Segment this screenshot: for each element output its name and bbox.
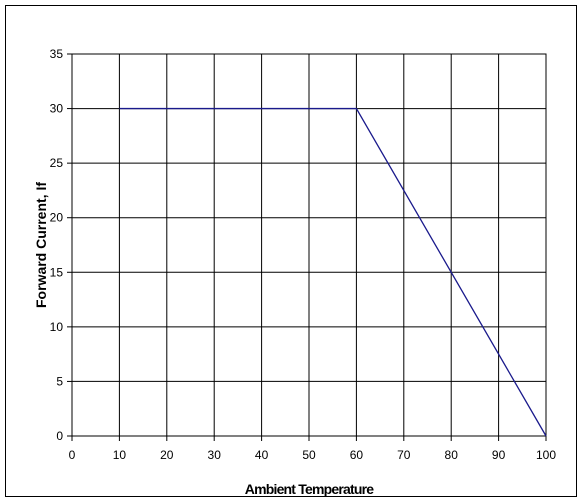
x-tick-label-10: 10 — [113, 448, 127, 462]
x-tick-label-0: 0 — [69, 448, 76, 462]
y-tick-label-20: 20 — [50, 211, 64, 225]
axis-ticks — [67, 53, 547, 441]
x-tick-label-80: 80 — [445, 448, 459, 462]
y-tick-label-30: 30 — [50, 102, 64, 116]
tick-labels: 0 10 20 30 40 50 60 70 80 90 100 0 5 10 15 20 25 30 35 — [50, 47, 557, 462]
y-tick-label-0: 0 — [56, 429, 63, 443]
x-tick-label-20: 20 — [160, 448, 174, 462]
x-axis-title: Ambient Temperature — [245, 481, 374, 497]
x-tick-label-70: 70 — [397, 448, 411, 462]
y-tick-label-10: 10 — [50, 320, 64, 334]
x-tick-label-40: 40 — [255, 448, 269, 462]
y-tick-label-35: 35 — [50, 47, 64, 61]
y-tick-label-15: 15 — [50, 265, 64, 279]
x-tick-label-100: 100 — [536, 448, 556, 462]
x-tick-label-50: 50 — [302, 448, 316, 462]
x-tick-label-60: 60 — [350, 448, 364, 462]
series-line-0 — [119, 107, 547, 437]
x-tick-label-90: 90 — [492, 448, 506, 462]
x-tick-label-30: 30 — [208, 448, 222, 462]
y-axis-title: Forward Current, If — [33, 182, 49, 308]
y-tick-label-25: 25 — [50, 156, 64, 170]
y-tick-label-5: 5 — [56, 374, 63, 388]
series-lines — [119, 107, 547, 437]
